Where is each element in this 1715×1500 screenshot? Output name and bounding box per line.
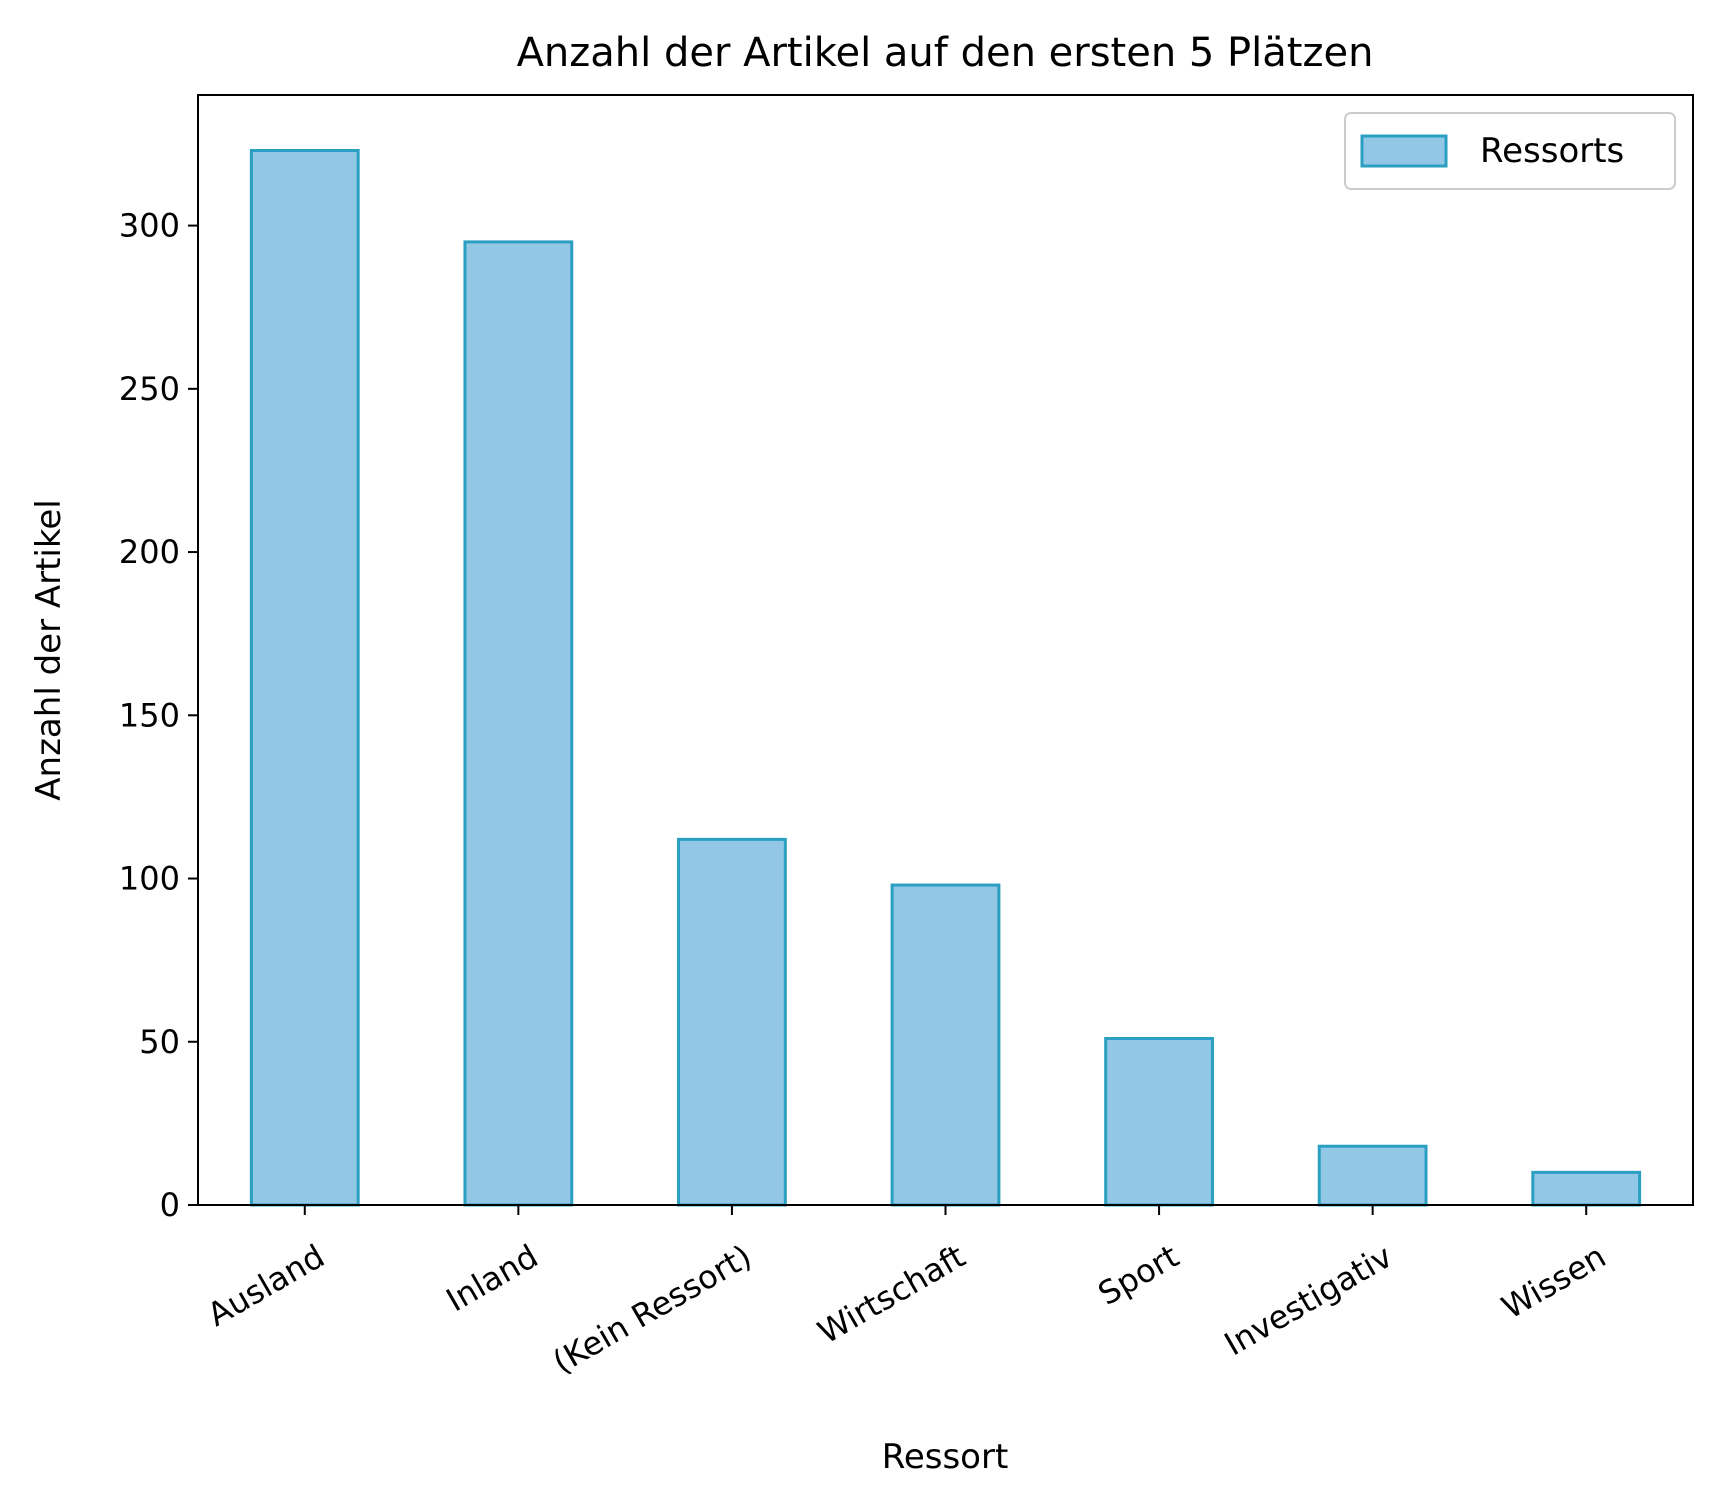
x-tick-label: Wirtschaft xyxy=(811,1237,971,1351)
y-axis-label: Anzahl der Artikel xyxy=(29,499,69,800)
y-tick-label: 100 xyxy=(119,860,180,898)
y-tick-label: 0 xyxy=(160,1186,180,1224)
legend-entry-ressorts: Ressorts xyxy=(1480,131,1624,171)
y-tick-label: 300 xyxy=(119,207,180,245)
x-tick-label: Wissen xyxy=(1495,1237,1612,1326)
chart-title: Anzahl der Artikel auf den ersten 5 Plät… xyxy=(517,30,1374,76)
legend-swatch xyxy=(1360,134,1448,168)
y-tick-label: 150 xyxy=(119,696,180,734)
bar-wirtschaft xyxy=(890,883,1001,1207)
x-tick-label: (Kein Ressort) xyxy=(546,1237,758,1381)
bar-ausland xyxy=(249,149,360,1207)
y-axis: 0 50 100 150 200 250 300 xyxy=(119,207,198,1224)
x-tick-label: Investigativ xyxy=(1218,1237,1399,1363)
y-tick-label: 250 xyxy=(119,370,180,408)
x-tick-label: Inland xyxy=(440,1237,545,1319)
bars-group xyxy=(249,149,1642,1207)
x-tick-label: Sport xyxy=(1092,1237,1185,1313)
legend: Ressorts xyxy=(1344,112,1676,190)
x-axis-label: Ressort xyxy=(882,1437,1009,1477)
bar-inland xyxy=(463,240,574,1207)
y-tick-label: 50 xyxy=(139,1023,180,1061)
legend-box xyxy=(1344,112,1676,190)
bar-wissen xyxy=(1531,1170,1642,1207)
bar-kein-ressort xyxy=(677,837,787,1207)
x-axis: Ausland Inland (Kein Ressort) Wirtschaft Spo… xyxy=(201,1205,1612,1381)
bar-investigativ xyxy=(1317,1144,1428,1207)
y-tick-label: 200 xyxy=(119,533,180,571)
bar-sport xyxy=(1104,1037,1214,1207)
x-tick-label: Ausland xyxy=(201,1237,331,1334)
